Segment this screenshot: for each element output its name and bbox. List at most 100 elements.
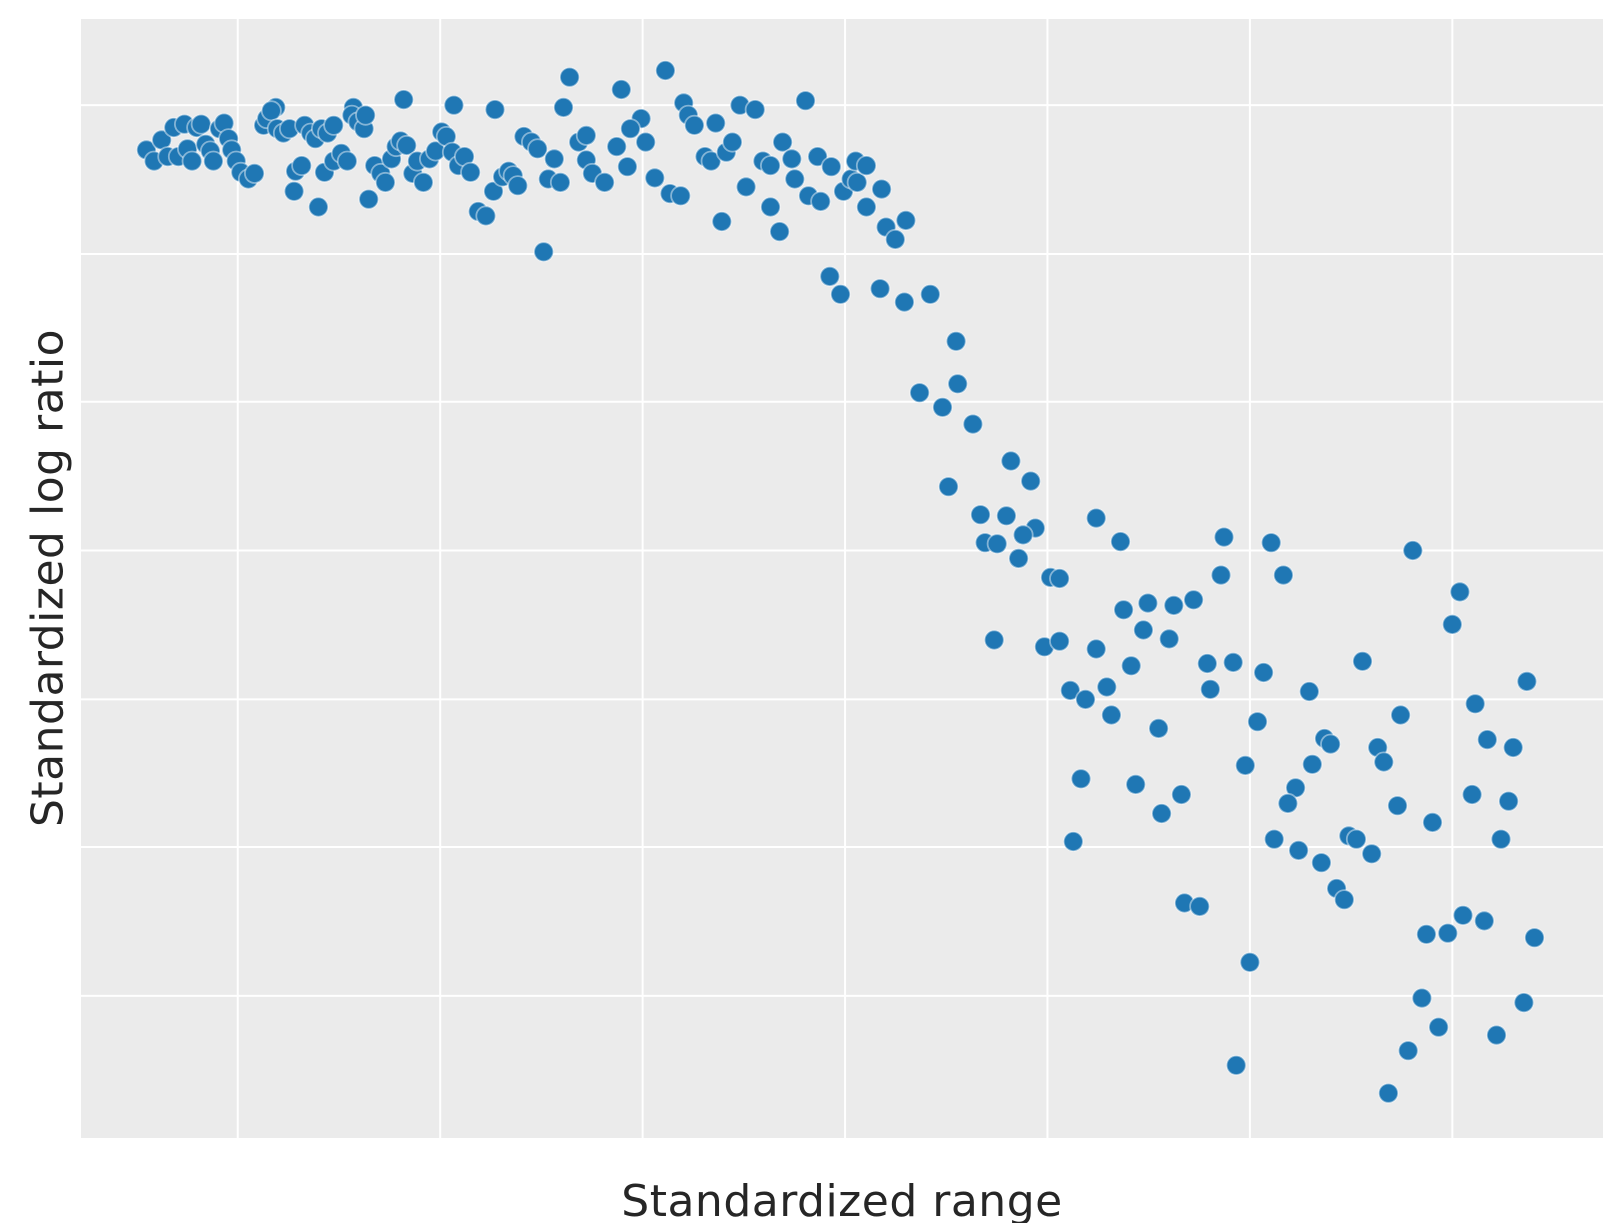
data-point [1263, 828, 1285, 850]
data-point [705, 112, 727, 134]
data-point [711, 210, 733, 232]
data-point [735, 176, 757, 198]
data-point [893, 291, 915, 313]
data-point [769, 221, 791, 243]
data-point [1437, 922, 1459, 944]
data-point [1234, 754, 1256, 776]
data-point [670, 185, 692, 207]
data-point [1196, 653, 1218, 675]
data-point [855, 155, 877, 177]
data-point [1183, 589, 1205, 611]
data-point [1163, 594, 1185, 616]
data-point [1085, 638, 1107, 660]
data-point [1498, 790, 1520, 812]
data-point [1449, 581, 1471, 603]
data-point [1148, 717, 1170, 739]
data-point [1461, 784, 1483, 806]
data-point [1298, 681, 1320, 703]
data-point [784, 168, 806, 190]
data-point [1213, 526, 1235, 548]
data-point [1125, 773, 1147, 795]
data-point [1049, 568, 1071, 590]
data-point [533, 241, 555, 263]
data-point [1000, 450, 1022, 472]
data-point [1020, 470, 1042, 492]
data-point [1070, 768, 1092, 790]
data-point [1502, 737, 1524, 759]
data-point [1390, 704, 1412, 726]
data-point [507, 175, 529, 197]
data-point [760, 196, 782, 218]
data-point [1008, 547, 1030, 569]
data-point [260, 100, 282, 122]
data-point [1253, 662, 1275, 684]
data-point [1524, 927, 1546, 949]
data-point [744, 99, 766, 121]
data-point [1120, 655, 1142, 677]
data-point [606, 136, 628, 158]
data-point [412, 171, 434, 193]
data-point [336, 150, 358, 172]
data-point [1377, 1082, 1399, 1104]
data-point [1476, 729, 1498, 751]
data-point [909, 382, 931, 404]
data-point [1113, 599, 1135, 621]
data-point [181, 150, 203, 172]
data-point [1464, 693, 1486, 715]
data-point [575, 124, 597, 146]
data-point [820, 156, 842, 178]
data-point [291, 155, 313, 177]
data-point [1402, 540, 1424, 562]
data-point [559, 66, 581, 88]
data-point [760, 155, 782, 177]
data-point [1441, 613, 1463, 635]
data-point [938, 476, 960, 498]
data-point [830, 283, 852, 305]
data-point [1361, 843, 1383, 865]
data-point [475, 205, 497, 227]
data-point [983, 629, 1005, 651]
data-point [871, 178, 893, 200]
data-point [1132, 619, 1154, 641]
data-point [1301, 753, 1323, 775]
data-point [549, 171, 571, 193]
data-point [1049, 630, 1071, 652]
plot-area [81, 19, 1603, 1138]
data-point [1272, 564, 1294, 586]
data-point [1513, 992, 1535, 1014]
data-point [1199, 678, 1221, 700]
data-point [1452, 904, 1474, 926]
data-point [1333, 889, 1355, 911]
data-point [1285, 777, 1307, 799]
y-axis-label: Standardized log ratio [22, 329, 74, 827]
data-point [1310, 852, 1332, 874]
data-point [1352, 650, 1374, 672]
data-point [1422, 811, 1444, 833]
data-point [543, 148, 565, 170]
data-point [1277, 792, 1299, 814]
data-point [1085, 507, 1107, 529]
data-point [1397, 1040, 1419, 1062]
data-point [819, 265, 841, 287]
data-point [1210, 564, 1232, 586]
data-point [1151, 803, 1173, 825]
data-point [855, 196, 877, 218]
data-point [995, 505, 1017, 527]
data-point [283, 180, 305, 202]
data-point [358, 188, 380, 210]
data-point [869, 278, 891, 300]
data-point [374, 171, 396, 193]
data-point [654, 60, 676, 82]
data-point [396, 134, 418, 156]
data-point [323, 114, 345, 136]
data-point [795, 90, 817, 112]
data-point [1096, 676, 1118, 698]
data-point [1486, 1024, 1508, 1046]
data-point [700, 150, 722, 172]
data-point [1415, 923, 1437, 945]
data-point [1012, 524, 1034, 546]
data-point [970, 504, 992, 526]
data-point [807, 146, 829, 168]
